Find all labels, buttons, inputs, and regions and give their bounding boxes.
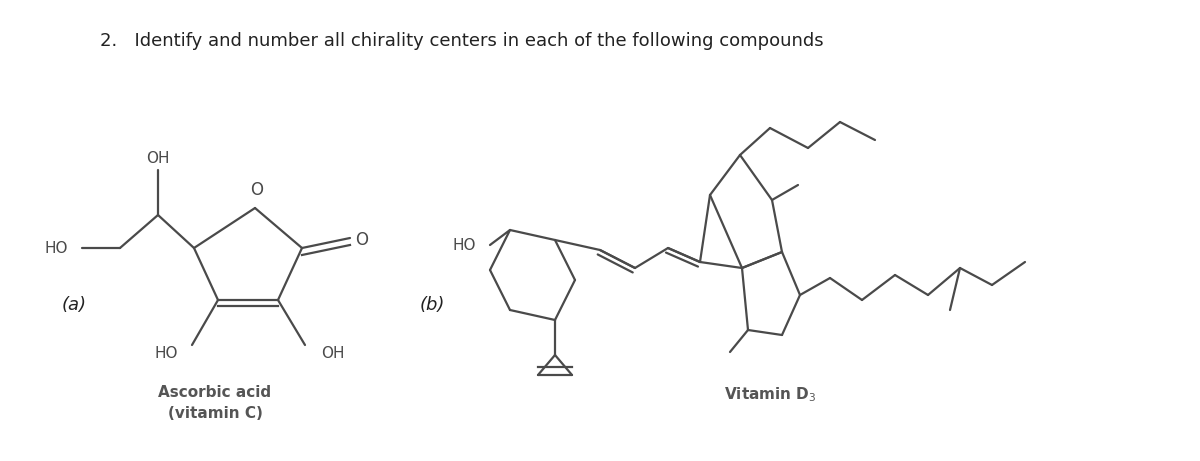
Text: Ascorbic acid
(vitamin C): Ascorbic acid (vitamin C) xyxy=(158,385,271,421)
Text: O: O xyxy=(251,181,264,199)
Text: OH: OH xyxy=(322,345,344,361)
Text: (b): (b) xyxy=(420,296,445,314)
Text: HO: HO xyxy=(452,237,476,253)
Text: Vitamin D$_3$: Vitamin D$_3$ xyxy=(724,385,816,404)
Text: (a): (a) xyxy=(62,296,88,314)
Text: 2.   Identify and number all chirality centers in each of the following compound: 2. Identify and number all chirality cen… xyxy=(100,32,823,50)
Text: HO: HO xyxy=(44,241,68,255)
Text: HO: HO xyxy=(155,345,178,361)
Text: O: O xyxy=(355,231,368,249)
Text: OH: OH xyxy=(146,150,169,165)
